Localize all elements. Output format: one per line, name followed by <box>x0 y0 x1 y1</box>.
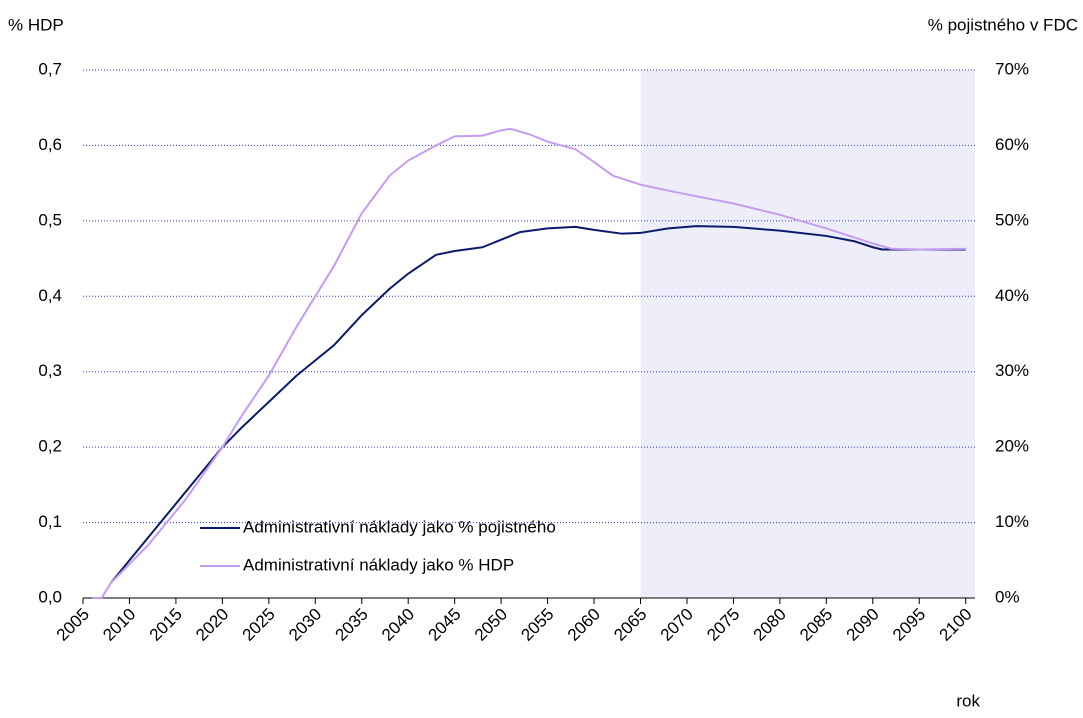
y-axis-title: % HDP <box>8 15 64 34</box>
x-tick-label: 2075 <box>703 605 743 645</box>
x-tick-label: 2050 <box>471 605 511 645</box>
x-tick-label: 2060 <box>564 605 604 645</box>
y2-tick-label: 0% <box>995 587 1020 606</box>
y2-tick-label: 50% <box>995 210 1029 229</box>
y2-axis-title: % pojistného v FDC <box>928 15 1078 34</box>
y2-tick-label: 60% <box>995 135 1029 154</box>
x-axis-title: rok <box>956 691 980 710</box>
x-tick-label: 2070 <box>657 605 697 645</box>
x-tick-label: 2055 <box>517 605 557 645</box>
x-tick-label: 2010 <box>99 605 139 645</box>
y-tick-label: 0,2 <box>38 437 62 456</box>
x-tick-label: 2045 <box>424 605 464 645</box>
y-tick-label: 0,3 <box>38 361 62 380</box>
y-tick-label: 0,5 <box>38 210 62 229</box>
y2-tick-label: 10% <box>995 512 1029 531</box>
y-tick-label: 0,7 <box>38 59 62 78</box>
legend-label: Administrativní náklady jako % HDP <box>243 555 514 574</box>
y-tick-label: 0,6 <box>38 135 62 154</box>
x-tick-label: 2100 <box>936 605 976 645</box>
x-tick-label: 2025 <box>239 605 279 645</box>
x-tick-label: 2015 <box>146 605 186 645</box>
x-tick-label: 2005 <box>53 605 93 645</box>
x-tick-label: 2095 <box>889 605 929 645</box>
x-tick-label: 2065 <box>610 605 650 645</box>
legend-label: Administrativní náklady jako % pojistnéh… <box>243 517 556 536</box>
x-tick-label: 2090 <box>843 605 883 645</box>
x-tick-label: 2020 <box>192 605 232 645</box>
shaded-region <box>640 70 975 598</box>
x-tick-label: 2040 <box>378 605 418 645</box>
x-tick-label: 2080 <box>750 605 790 645</box>
line-series <box>92 127 966 599</box>
x-tick-label: 2030 <box>285 605 325 645</box>
x-tick-label: 2035 <box>332 605 372 645</box>
y-tick-label: 0,0 <box>38 587 62 606</box>
y2-tick-label: 70% <box>995 59 1029 78</box>
y2-tick-label: 40% <box>995 286 1029 305</box>
y2-tick-label: 20% <box>995 437 1029 456</box>
y-tick-label: 0,1 <box>38 512 62 531</box>
x-tick-label: 2085 <box>796 605 836 645</box>
y-tick-label: 0,4 <box>38 286 62 305</box>
y2-tick-label: 30% <box>995 361 1029 380</box>
